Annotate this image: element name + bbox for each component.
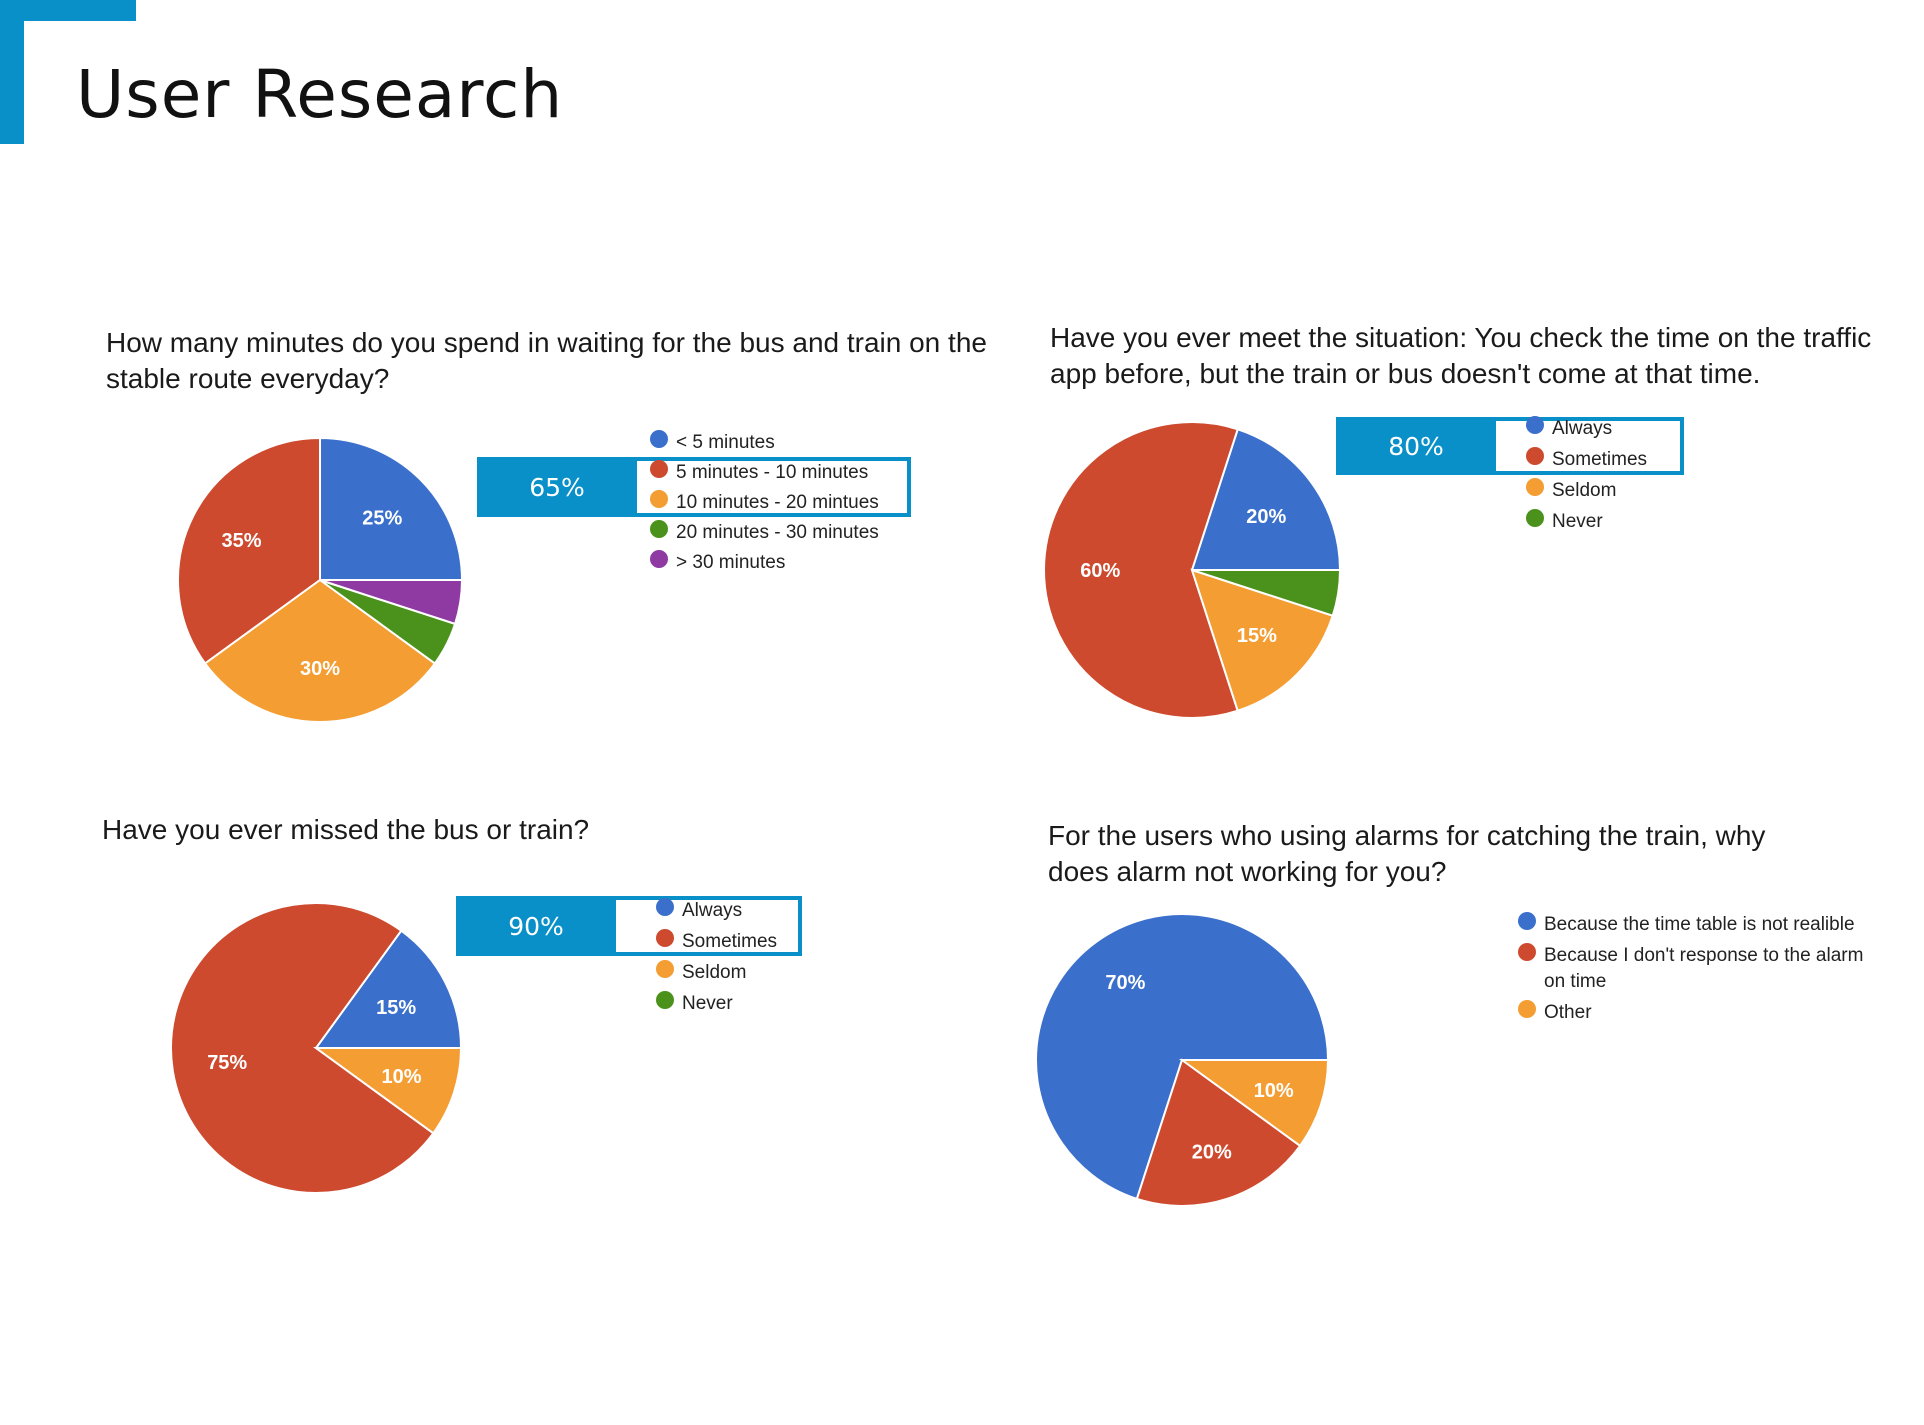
legend-dot-icon [1526, 447, 1544, 465]
legend-item: > 30 minutes [650, 550, 785, 576]
legend-label: > 30 minutes [676, 552, 786, 573]
legend-item: Because the time table is not realible [1518, 912, 1884, 938]
legend-label: Never [1552, 511, 1603, 532]
chart-3-question: Have you ever missed the bus or train? [102, 814, 590, 845]
legend-label: Because I don't response to the alarm on… [1544, 945, 1864, 992]
chart-2-pie: 20% 60% 15% [1043, 421, 1342, 719]
legend-item: Because I don't response to the alarm on… [1518, 943, 1884, 995]
pie-data-label: 15% [1237, 625, 1277, 647]
legend-label: Other [1544, 1002, 1592, 1023]
chart-1-callout-frame [633, 457, 911, 517]
legend-label: Sometimes [682, 931, 778, 952]
pie-data-label: 15% [376, 997, 416, 1019]
chart-3-pie: 15% 75% 10% [170, 902, 463, 1194]
chart-1-question: How many minutes do you spend in waiting… [106, 327, 987, 394]
legend-dot-icon [656, 991, 674, 1009]
legend-item: 20 minutes - 30 minutes [650, 520, 879, 546]
legend-item: Never [656, 991, 733, 1017]
legend-dot-icon [1518, 912, 1536, 930]
legend-item: Always [656, 898, 742, 924]
legend-dot-icon [656, 898, 674, 916]
legend-item: Sometimes [656, 929, 777, 955]
pie-slice [319, 436, 464, 581]
legend-dot-icon [1526, 416, 1544, 434]
legend-dot-icon [1526, 478, 1544, 496]
accent-bar-vertical [0, 0, 24, 144]
legend-dot-icon [650, 460, 668, 478]
accent-bar-horizontal [0, 0, 136, 21]
legend-item: 10 minutes - 20 mintues [650, 490, 879, 516]
chart-1-callout: 65% [477, 457, 637, 517]
pie-slice [177, 436, 321, 665]
legend-label: 20 minutes - 30 minutes [676, 522, 879, 543]
chart-4-question: For the users who using alarms for catch… [1048, 820, 1766, 887]
pie-slice [1191, 569, 1342, 617]
legend-label: Seldom [682, 962, 747, 983]
legend-dot-icon [650, 430, 668, 448]
chart-2-callout: 80% [1336, 417, 1496, 475]
pie-data-label: 75% [207, 1052, 247, 1074]
legend-dot-icon [650, 550, 668, 568]
legend-item: Always [1526, 416, 1612, 442]
chart-2-callout-frame [1492, 417, 1684, 475]
pie-data-label: 20% [1192, 1142, 1232, 1164]
legend-item: Seldom [1526, 478, 1616, 504]
pie-slice [1035, 913, 1330, 1201]
chart-2-question: Have you ever meet the situation: You ch… [1050, 322, 1872, 389]
pie-slice [1190, 427, 1342, 571]
legend-dot-icon [650, 490, 668, 508]
slide-title: User Research [76, 56, 564, 133]
legend-dot-icon [656, 929, 674, 947]
chart-4-pie: 70% 20% 10% [1035, 913, 1330, 1207]
legend-label: Always [682, 900, 743, 921]
pie-slice [170, 902, 435, 1194]
pie-data-label: 60% [1080, 560, 1120, 582]
legend-label: 5 minutes - 10 minutes [676, 462, 869, 483]
pie-slice [203, 578, 437, 723]
chart-3-callout-frame [612, 896, 802, 956]
legend-item: Seldom [656, 960, 746, 986]
chart-3-callout: 90% [456, 896, 616, 956]
legend-label: < 5 minutes [676, 432, 775, 453]
legend-label: Always [1552, 418, 1613, 439]
legend-label: Never [682, 993, 733, 1014]
legend-dot-icon [1518, 943, 1536, 961]
pie-data-label: 70% [1105, 972, 1145, 994]
pie-data-label: 30% [300, 658, 340, 680]
chart-1-pie: 25% 35% 30% [177, 436, 464, 723]
legend-dot-icon [1526, 509, 1544, 527]
legend-label: Sometimes [1552, 449, 1648, 470]
legend-label: Seldom [1552, 480, 1617, 501]
pie-slice [314, 929, 463, 1049]
pie-slice [1178, 1059, 1330, 1148]
legend-dot-icon [656, 960, 674, 978]
legend-dot-icon [1518, 1000, 1536, 1018]
pie-data-label: 25% [362, 508, 402, 530]
pie-slice [1043, 421, 1239, 719]
pie-data-label: 10% [1254, 1080, 1294, 1102]
pie-slice [319, 579, 464, 626]
legend-item: Sometimes [1526, 447, 1647, 473]
legend-item: Other [1518, 1000, 1884, 1026]
legend-item: < 5 minutes [650, 430, 775, 456]
legend-label: 10 minutes - 20 mintues [676, 492, 879, 513]
legend-item: 5 minutes - 10 minutes [650, 460, 868, 486]
legend-label: Because the time table is not realible [1544, 914, 1855, 935]
legend-item: Never [1526, 509, 1603, 535]
legend-dot-icon [650, 520, 668, 538]
pie-data-label: 35% [222, 530, 262, 552]
pie-slice [312, 1047, 463, 1135]
pie-data-label: 10% [381, 1066, 421, 1088]
pie-data-label: 20% [1246, 506, 1286, 528]
pie-slice [1135, 1058, 1302, 1207]
